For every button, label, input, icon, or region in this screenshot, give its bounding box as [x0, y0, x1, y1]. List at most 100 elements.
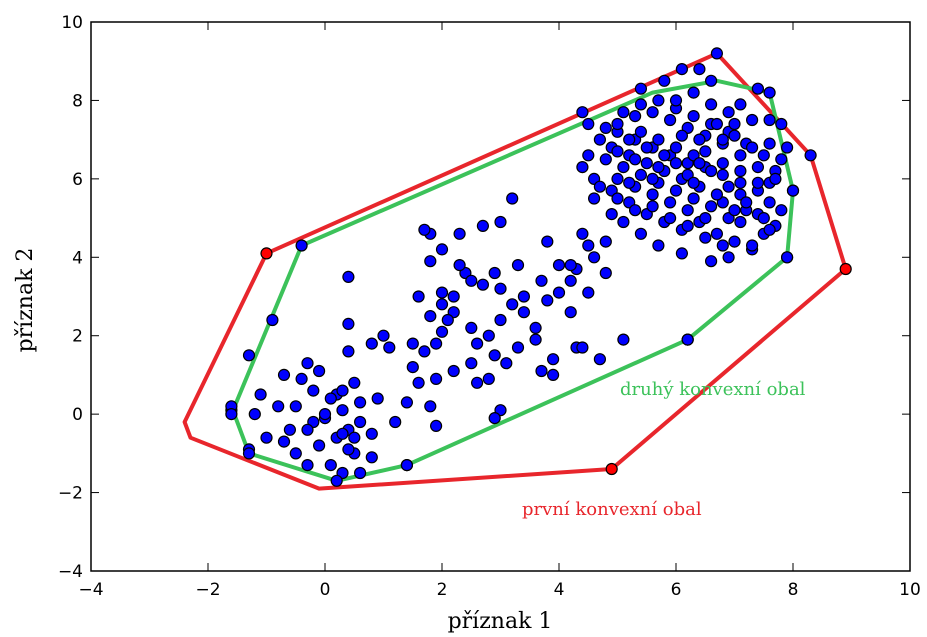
data-point	[634, 168, 648, 181]
y-tick-label: 4	[72, 248, 83, 268]
data-point	[628, 109, 642, 123]
second-hull-vertex-point	[225, 408, 238, 421]
data-point	[494, 313, 507, 327]
data-point	[313, 364, 326, 378]
data-point	[646, 188, 659, 201]
data-point	[663, 113, 677, 127]
data-point	[260, 431, 273, 444]
data-point	[383, 341, 396, 354]
data-point	[623, 176, 636, 189]
data-point	[716, 239, 729, 252]
y-tick-label: −4	[58, 562, 83, 582]
data-point	[277, 368, 291, 381]
x-axis-label: příznak 1	[448, 609, 553, 634]
data-point	[412, 376, 425, 389]
data-point	[775, 153, 788, 166]
data-point	[377, 329, 390, 342]
data-point	[663, 212, 677, 225]
data-point	[582, 117, 595, 131]
data-point	[453, 259, 466, 272]
second-hull-vertex-point	[242, 447, 256, 460]
data-point	[757, 212, 770, 225]
data-point	[763, 137, 776, 150]
y-axis-label: příznak 2	[13, 248, 38, 353]
data-point	[751, 176, 765, 189]
data-point	[500, 357, 513, 370]
data-point	[763, 113, 776, 127]
data-point	[582, 239, 595, 252]
data-point	[541, 294, 554, 307]
data-point	[546, 368, 560, 381]
data-point	[342, 345, 355, 358]
data-point	[804, 149, 817, 162]
data-point	[476, 219, 489, 232]
data-point	[324, 459, 337, 472]
data-point	[599, 153, 612, 166]
data-point	[552, 286, 566, 299]
y-axis-ticks: −4 −2 0 2 4 6 8 10	[58, 13, 910, 582]
x-tick-label: 10	[899, 580, 921, 600]
y-tick-label: −2	[58, 484, 83, 504]
data-point	[266, 313, 279, 327]
data-point	[564, 259, 577, 272]
data-point	[704, 74, 718, 87]
data-point	[476, 278, 489, 291]
data-point	[582, 286, 595, 299]
data-point	[699, 145, 712, 158]
first-hull-vertex-point	[260, 247, 273, 260]
data-point	[465, 357, 478, 370]
data-point	[716, 133, 729, 146]
data-point	[593, 353, 607, 366]
data-point	[336, 384, 349, 397]
data-point	[564, 274, 577, 287]
y-tick-label: 6	[72, 170, 83, 190]
data-point	[541, 235, 554, 248]
data-point	[593, 180, 607, 193]
data-point	[669, 141, 683, 154]
data-point	[669, 94, 683, 107]
data-point	[354, 466, 367, 480]
data-point	[693, 62, 706, 76]
x-tick-label: 6	[671, 580, 682, 600]
data-point	[301, 423, 314, 436]
data-point	[599, 235, 612, 248]
data-point	[599, 266, 612, 280]
data-point	[675, 247, 689, 260]
data-point	[728, 204, 741, 217]
data-point	[704, 164, 718, 178]
data-point	[669, 157, 683, 170]
data-point	[669, 184, 683, 197]
data-point	[242, 349, 256, 362]
data-point	[582, 149, 595, 162]
data-point	[272, 400, 285, 413]
y-tick-label: 10	[61, 13, 83, 33]
data-point	[751, 82, 765, 95]
data-point	[634, 125, 648, 138]
data-point	[435, 243, 449, 256]
data-point	[289, 400, 302, 413]
data-point	[640, 141, 653, 154]
data-point	[675, 129, 689, 142]
data-point	[704, 98, 718, 111]
data-point	[482, 372, 495, 385]
data-point	[757, 149, 770, 162]
data-point	[430, 372, 443, 385]
data-point	[617, 161, 630, 174]
data-point	[769, 172, 782, 185]
data-point	[628, 204, 642, 217]
data-point	[728, 129, 741, 142]
data-point	[488, 266, 501, 280]
data-point	[342, 317, 355, 330]
data-point	[775, 204, 788, 217]
data-point	[488, 349, 501, 362]
data-point	[342, 443, 355, 456]
data-point	[576, 106, 589, 119]
data-point	[400, 396, 413, 409]
data-point	[529, 333, 542, 346]
data-point	[430, 419, 443, 432]
data-point	[248, 408, 261, 421]
data-point	[494, 282, 507, 295]
data-point	[734, 149, 747, 162]
data-point	[652, 239, 665, 252]
